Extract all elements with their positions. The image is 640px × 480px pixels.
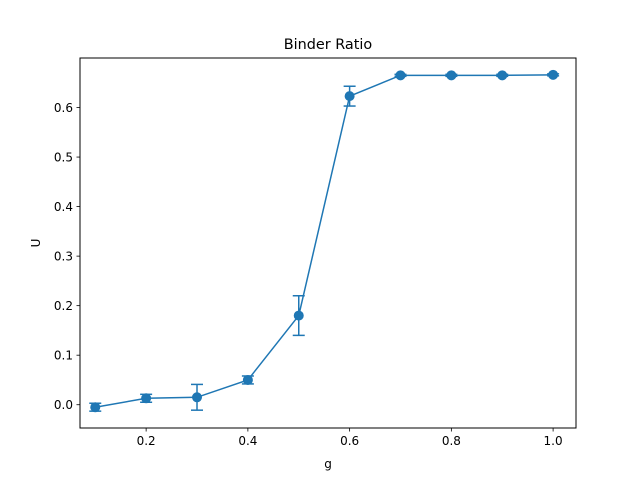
x-axis-ticks: 0.2 0.4 0.6 0.8 1.0: [137, 428, 563, 448]
data-point: [497, 70, 508, 81]
data-point: [395, 70, 406, 81]
x-tick-label: 1.0: [544, 434, 563, 448]
x-tick-label: 0.8: [442, 434, 461, 448]
x-tick-label: 0.2: [137, 434, 156, 448]
chart-title: Binder Ratio: [284, 37, 373, 53]
data-point: [90, 402, 101, 413]
series-line: [95, 74, 554, 408]
data-point: [344, 91, 355, 102]
y-axis-ticks: 0.0 0.1 0.2 0.3 0.4 0.5 0.6: [54, 101, 80, 412]
data-point: [293, 310, 304, 321]
x-axis-label: g: [324, 457, 332, 471]
data-markers: [90, 69, 559, 413]
y-tick-label: 0.4: [54, 200, 73, 214]
data-point: [548, 69, 559, 80]
y-tick-label: 0.6: [54, 101, 73, 115]
y-tick-label: 0.5: [54, 151, 73, 165]
error-bars: [89, 73, 560, 412]
y-tick-label: 0.2: [54, 299, 73, 313]
plot-frame: [79, 57, 577, 429]
data-point: [141, 393, 152, 404]
y-tick-label: 0.3: [54, 250, 73, 264]
x-tick-label: 0.4: [238, 434, 257, 448]
data-point: [192, 392, 203, 403]
y-axis-label: U: [29, 239, 43, 248]
y-tick-label: 0.1: [54, 349, 73, 363]
x-tick-label: 0.6: [340, 434, 359, 448]
data-point: [242, 374, 253, 385]
data-point: [446, 70, 457, 81]
y-tick-label: 0.0: [54, 398, 73, 412]
plot-area: [79, 57, 577, 429]
